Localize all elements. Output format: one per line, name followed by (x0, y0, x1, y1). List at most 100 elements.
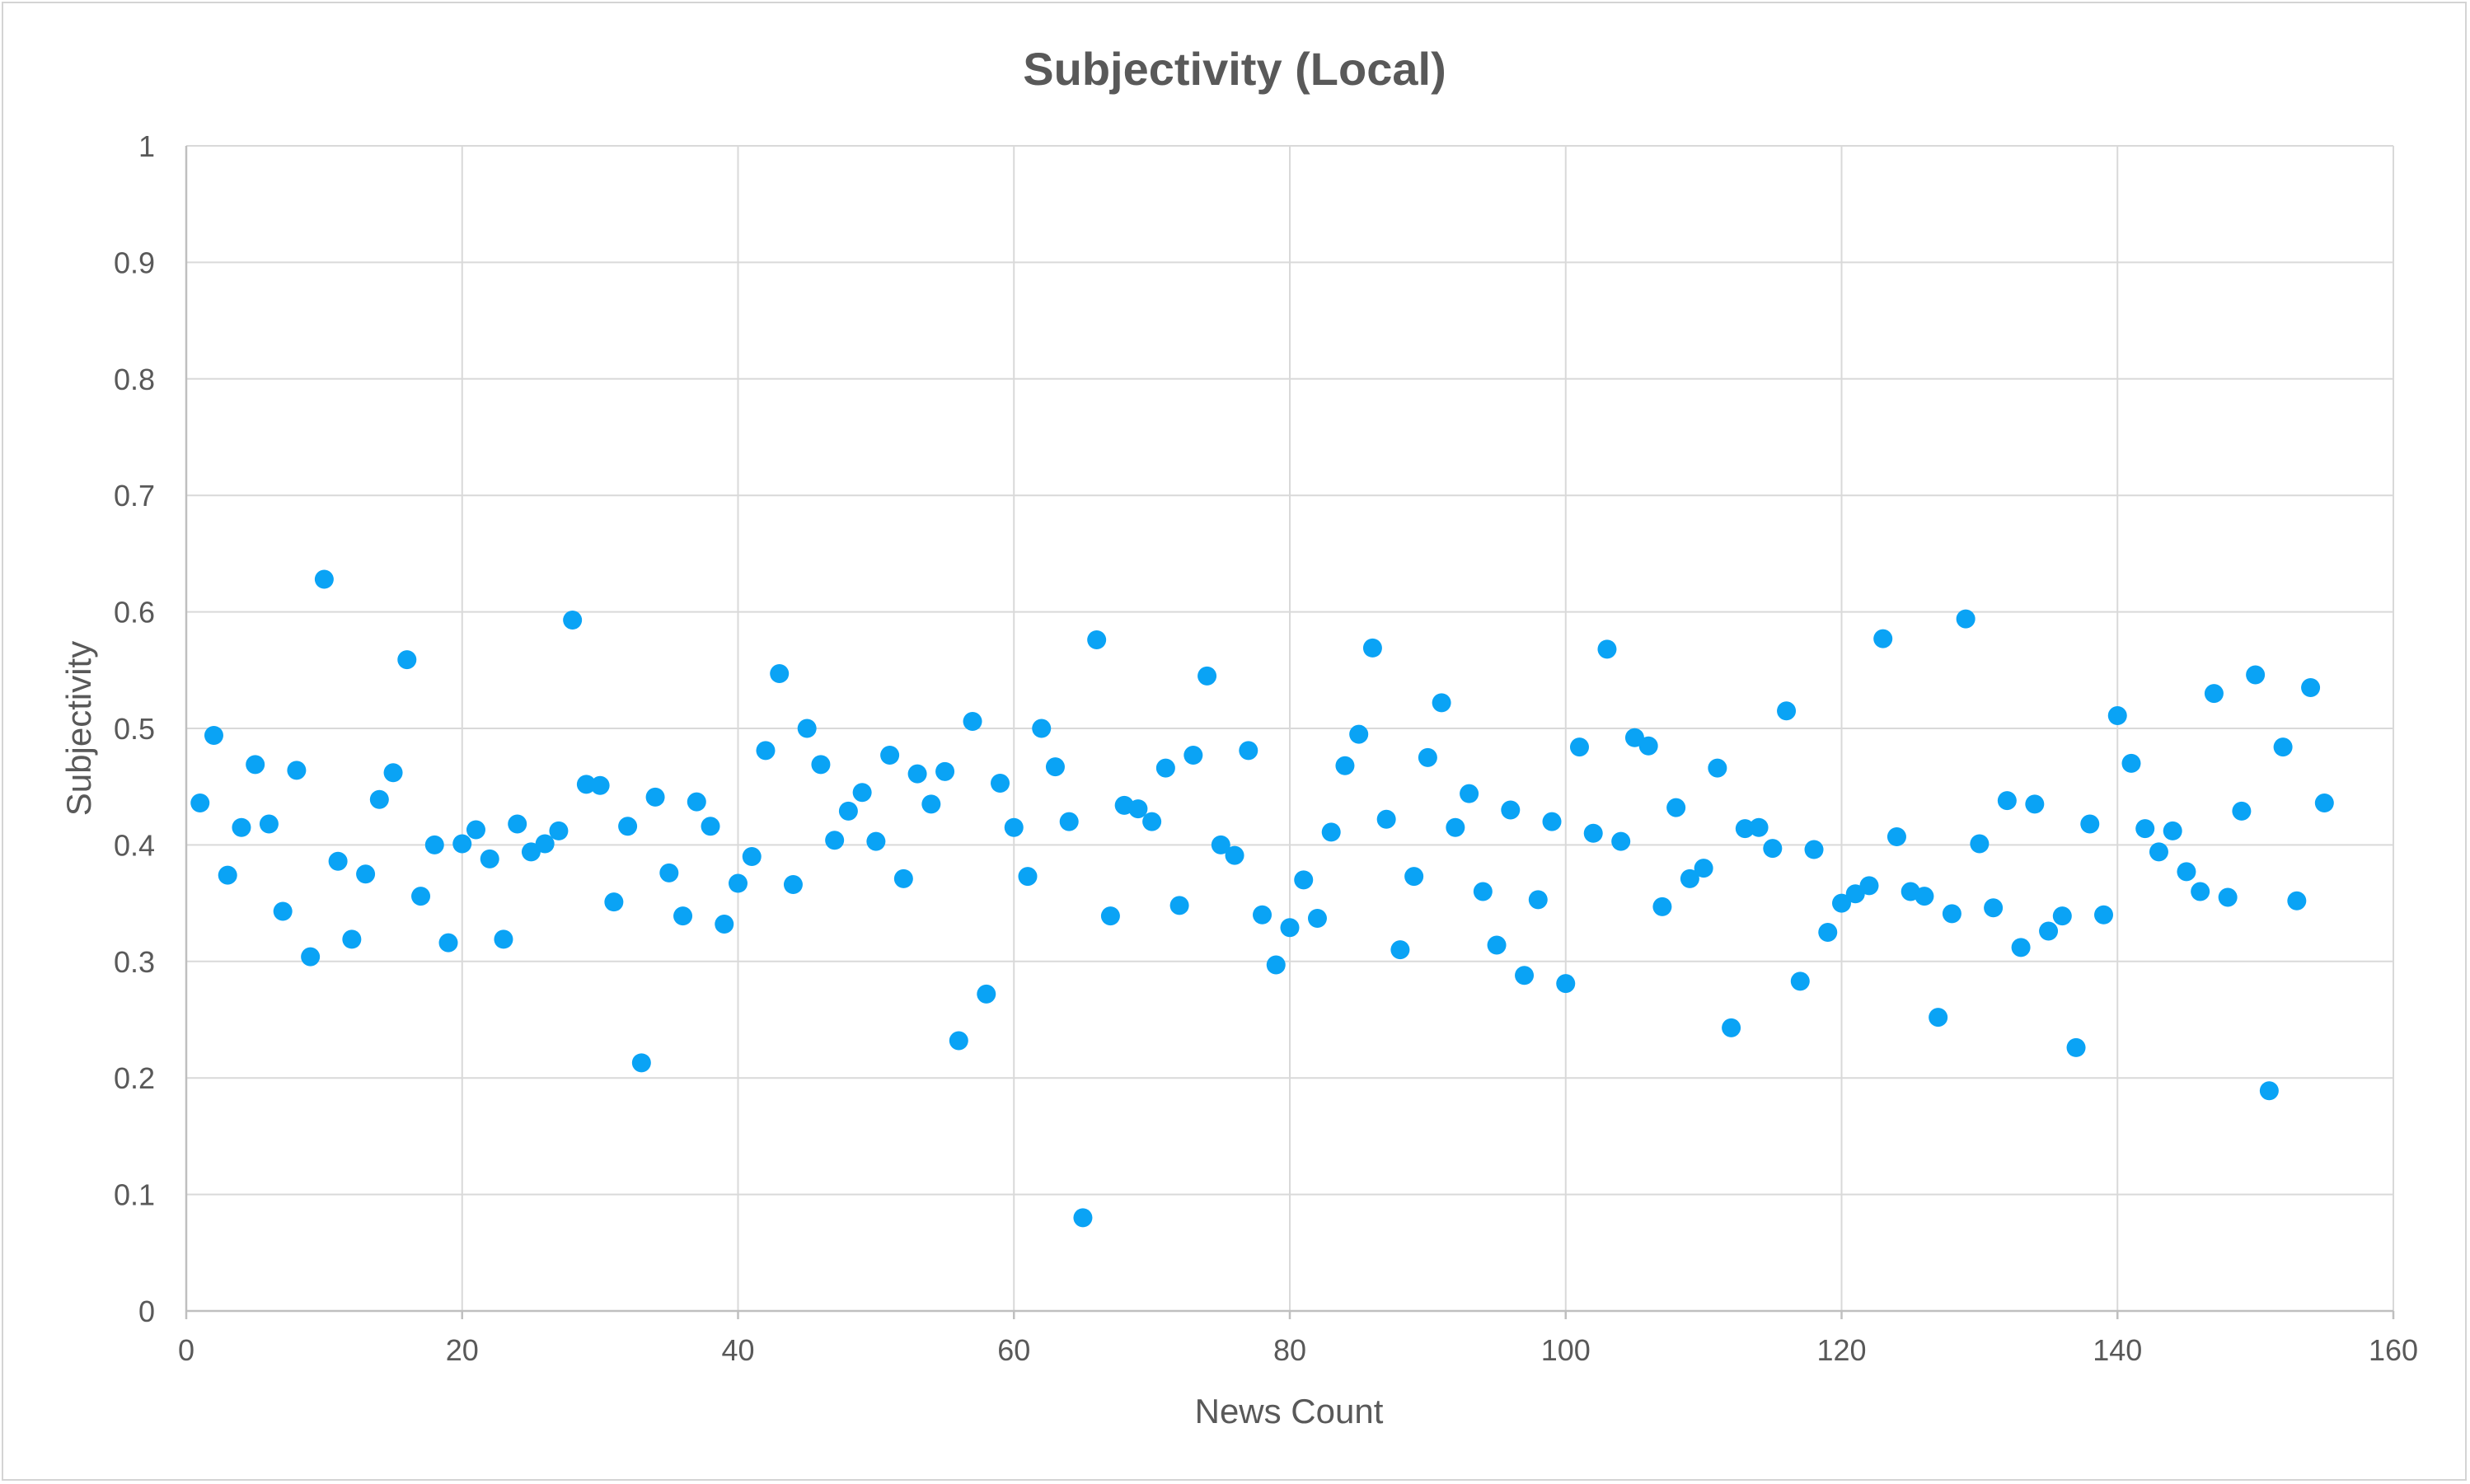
data-point (1253, 905, 1272, 925)
x-tick-label: 120 (1816, 1333, 1866, 1367)
data-point (2080, 814, 2100, 834)
data-point (811, 755, 831, 775)
data-point (852, 783, 872, 803)
data-point (1984, 898, 2004, 918)
data-point (466, 820, 485, 840)
data-point (2052, 906, 2072, 926)
y-tick-label: 0.5 (114, 712, 155, 746)
data-point (1611, 831, 1631, 851)
data-point (2135, 819, 2155, 839)
data-point (2025, 794, 2045, 814)
data-point (1362, 638, 1382, 658)
data-point (1335, 756, 1355, 775)
data-point (383, 763, 403, 783)
data-point (494, 929, 513, 949)
data-point (1915, 887, 1934, 906)
y-tick-label: 0.3 (114, 945, 155, 979)
data-point (1073, 1208, 1093, 1228)
data-point (1694, 859, 1713, 878)
data-point (246, 755, 265, 775)
data-point (1321, 822, 1341, 842)
data-point (521, 842, 541, 862)
data-point (659, 863, 679, 882)
data-point (1666, 798, 1686, 817)
x-tick-label: 20 (446, 1333, 479, 1367)
data-point (977, 984, 996, 1004)
data-point (866, 831, 886, 851)
data-point (411, 887, 431, 906)
data-point (397, 650, 417, 670)
data-point (2121, 753, 2141, 773)
data-point (1886, 827, 1906, 847)
data-point (1638, 736, 1658, 756)
data-point (1735, 819, 1755, 839)
data-point (687, 792, 706, 812)
data-point (1790, 971, 1810, 991)
data-point (1307, 908, 1327, 928)
data-point (369, 789, 389, 809)
data-point (204, 725, 223, 745)
y-tick-label: 1 (138, 129, 155, 163)
data-point (907, 764, 927, 784)
data-point (2107, 705, 2127, 725)
data-point (797, 719, 817, 738)
data-point (1970, 834, 1990, 854)
data-point (190, 793, 210, 812)
y-tick-label: 0 (138, 1294, 155, 1328)
data-point (535, 834, 555, 854)
data-point (893, 868, 913, 888)
data-point (1446, 817, 1465, 837)
data-point (1239, 741, 1258, 761)
data-point (2204, 684, 2224, 704)
data-point (645, 787, 665, 807)
data-point (2301, 678, 2321, 698)
data-point (1832, 893, 1851, 913)
data-point (218, 865, 237, 885)
y-tick-label: 0.7 (114, 479, 155, 513)
axes (185, 146, 2395, 1319)
data-point (742, 847, 762, 867)
data-point (1652, 896, 1672, 916)
data-point (1349, 724, 1369, 744)
data-point (508, 814, 527, 834)
data-point (2094, 905, 2114, 925)
data-point (1956, 609, 1976, 629)
data-point (1087, 630, 1107, 650)
data-point (921, 794, 941, 814)
data-point (480, 849, 499, 868)
y-tick-label: 0.4 (114, 828, 155, 862)
y-axis-title: Subjectivity (59, 641, 98, 816)
data-point (1680, 868, 1699, 888)
data-point (259, 814, 279, 834)
data-point (729, 873, 748, 893)
data-point (783, 874, 803, 894)
x-tick-label: 40 (721, 1333, 754, 1367)
data-point (1155, 758, 1175, 778)
data-point (756, 741, 776, 761)
scatter-chart: 0 0.1 0.2 0.3 0.4 0.5 0.6 0.7 0.8 0.9 1 0 20 40 60 80 10… (59, 43, 2418, 1430)
data-point (949, 1031, 968, 1051)
data-point (963, 712, 982, 732)
data-point (1032, 719, 1052, 738)
x-tick-label: 140 (2093, 1333, 2142, 1367)
data-point (1804, 840, 1824, 859)
data-point (438, 933, 458, 953)
data-point (1473, 882, 1493, 901)
data-point (1763, 839, 1783, 859)
data-point (2191, 882, 2210, 901)
data-point (1818, 922, 1838, 942)
data-point (2039, 921, 2059, 941)
data-point (1100, 906, 1120, 926)
data-point (2066, 1037, 2086, 1057)
data-point (1418, 747, 1437, 767)
data-point (1142, 812, 1162, 831)
data-point (563, 610, 583, 630)
data-point (1597, 639, 1617, 659)
x-axis-title: News Count (1195, 1392, 1384, 1430)
y-tick-label: 0.9 (114, 246, 155, 279)
data-point (1997, 791, 2017, 811)
x-tick-label: 160 (2369, 1333, 2418, 1367)
data-point (631, 1053, 651, 1073)
data-point (1059, 812, 1079, 831)
data-point (1942, 904, 1961, 924)
